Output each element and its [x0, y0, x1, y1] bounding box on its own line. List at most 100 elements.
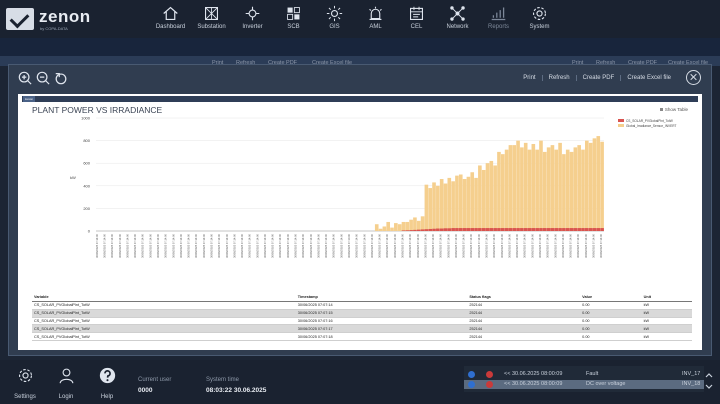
- irradiance-bar: [520, 147, 524, 231]
- irradiance-bar: [546, 147, 551, 231]
- irradiance-bar: [558, 142, 562, 231]
- power-bar: [462, 228, 467, 231]
- login-button[interactable]: Login: [51, 365, 81, 401]
- x-tick-label: 30/06/2025 07:14:00: [171, 233, 175, 257]
- nav-system[interactable]: System: [519, 0, 560, 38]
- nav-scb[interactable]: SCB: [273, 0, 314, 38]
- x-tick-label: 30/06/2025 07:14:00: [599, 233, 603, 257]
- x-tick-label: 30/06/2025 07:14:00: [416, 233, 420, 257]
- settings-button[interactable]: Settings: [10, 365, 40, 401]
- x-tick-label: 30/06/2025 07:14:00: [194, 233, 198, 257]
- irradiance-bar: [581, 149, 585, 231]
- x-tick-label: 30/06/2025 07:14:00: [332, 233, 336, 257]
- help-label: Help: [100, 394, 114, 400]
- x-tick-label: 30/06/2025 07:14:00: [271, 233, 275, 257]
- close-icon[interactable]: [686, 70, 701, 85]
- x-tick-label: 30/06/2025 07:14:00: [187, 233, 191, 257]
- irradiance-bar: [386, 221, 391, 231]
- bg-create-excel-link-2[interactable]: Create Excel file: [668, 60, 709, 66]
- x-tick-label: 30/06/2025 07:14:00: [362, 233, 366, 257]
- bg-print-link[interactable]: Print: [212, 60, 224, 66]
- irradiance-bar: [478, 165, 482, 231]
- irradiance-bar: [493, 165, 497, 231]
- zoom-out-icon[interactable]: [36, 71, 50, 85]
- table-cell: 252144: [467, 332, 581, 341]
- irradiance-bar: [397, 224, 402, 231]
- x-tick-label: 30/06/2025 07:14:00: [500, 233, 504, 257]
- irradiance-bar: [504, 149, 509, 231]
- settings-gear-icon: [18, 368, 33, 383]
- help-button[interactable]: Help: [92, 365, 122, 401]
- logo-text: zenon: [39, 7, 91, 26]
- alarm-scroll-icon[interactable]: [704, 370, 714, 392]
- nav-reports[interactable]: Reports: [478, 0, 519, 38]
- table-cell: 0.00: [580, 324, 642, 334]
- alarm-list: << 30.06.2025 08:00:09 Fault INV_17 << 3…: [464, 366, 704, 392]
- nav-network[interactable]: Network: [437, 0, 478, 38]
- table-cell: CS_SOLAR_PVGlobalPlnt_TotW: [32, 317, 296, 326]
- nav-substation[interactable]: Substation: [191, 0, 232, 38]
- x-tick-label: 30/06/2025 07:14:00: [347, 233, 351, 257]
- column-header[interactable]: Variable: [32, 293, 296, 302]
- system-time-value: 08:03:22 30.06.2025: [206, 387, 267, 394]
- y-tick-label: 1000: [81, 116, 91, 121]
- nav-inverter[interactable]: Inverter: [232, 0, 273, 38]
- logo-check-icon: [6, 8, 34, 30]
- nav-aml[interactable]: AML: [355, 0, 396, 38]
- zoom-reset-icon[interactable]: [54, 71, 68, 85]
- table-cell: 0.00: [580, 301, 642, 310]
- inverter-icon: [245, 6, 260, 21]
- alarm-row[interactable]: << 30.06.2025 08:00:09 DC over voltage I…: [464, 380, 704, 389]
- power-bar: [577, 228, 581, 231]
- bg-refresh-link[interactable]: Refresh: [236, 60, 256, 66]
- x-tick-label: 30/06/2025 07:14:00: [217, 233, 221, 257]
- power-bar: [550, 228, 555, 231]
- irradiance-bar: [523, 142, 528, 231]
- bg-print-link-2[interactable]: Print: [572, 60, 584, 66]
- bg-create-excel-link[interactable]: Create Excel file: [312, 60, 353, 66]
- irradiance-bar: [481, 169, 486, 231]
- network-icon: [450, 6, 465, 21]
- acknowledge-icon[interactable]: [468, 371, 475, 378]
- nav-dashboard[interactable]: Dashboard: [150, 0, 191, 38]
- column-header[interactable]: Timestamp: [295, 293, 468, 302]
- power-bar: [573, 228, 578, 231]
- irradiance-bar: [401, 221, 406, 231]
- print-link[interactable]: Print: [523, 75, 536, 81]
- irradiance-bar: [378, 228, 383, 231]
- x-tick-label: 30/06/2025 07:14:00: [523, 233, 527, 257]
- table-row: CS_SOLAR_PVGlobalPlnt_TotW 30/06/2025 07:…: [32, 324, 692, 334]
- nav-gis[interactable]: GIS: [314, 0, 355, 38]
- acknowledge-icon[interactable]: [468, 381, 475, 388]
- column-header[interactable]: Value: [580, 293, 642, 302]
- gear-icon: [532, 6, 547, 21]
- create-excel-link[interactable]: Create Excel file: [620, 75, 677, 81]
- column-header[interactable]: Unit: [641, 293, 692, 302]
- irradiance-bar: [539, 140, 543, 231]
- x-tick-label: 30/06/2025 07:14:00: [584, 233, 588, 257]
- nav-label: Network: [446, 24, 469, 30]
- bg-create-pdf-link-2[interactable]: Create PDF: [628, 60, 658, 66]
- legend-label: CS_SOLAR_PVGlobalPlnt_TotW: [626, 119, 673, 123]
- zoom-in-icon[interactable]: [18, 71, 32, 85]
- irradiance-bar: [596, 136, 601, 231]
- nav-label: Inverter: [242, 24, 263, 30]
- create-pdf-link[interactable]: Create PDF: [575, 75, 621, 81]
- nav-cel[interactable]: CEL: [396, 0, 437, 38]
- bg-refresh-link-2[interactable]: Refresh: [596, 60, 616, 66]
- power-bar: [413, 229, 417, 231]
- x-tick-label: 30/06/2025 07:14:00: [118, 233, 122, 257]
- column-header[interactable]: Status flags: [467, 293, 581, 302]
- bg-create-pdf-link[interactable]: Create PDF: [268, 60, 298, 66]
- table-cell: kW: [641, 309, 692, 318]
- x-tick-label: 30/06/2025 07:14:00: [232, 233, 236, 257]
- show-table-toggle[interactable]: Show Table: [660, 107, 688, 112]
- alarm-row[interactable]: << 30.06.2025 08:00:09 Fault INV_17: [464, 370, 704, 379]
- current-user-label: Current user: [138, 377, 172, 383]
- irradiance-bar: [512, 145, 517, 231]
- refresh-link[interactable]: Refresh: [541, 75, 576, 81]
- x-tick-label: 30/06/2025 07:14:00: [301, 233, 305, 257]
- x-tick-label: 30/06/2025 07:14:00: [202, 233, 206, 257]
- scb-icon: [287, 7, 300, 20]
- top-bar: zenon by COPA-DATA Dashboard Substation …: [0, 0, 720, 38]
